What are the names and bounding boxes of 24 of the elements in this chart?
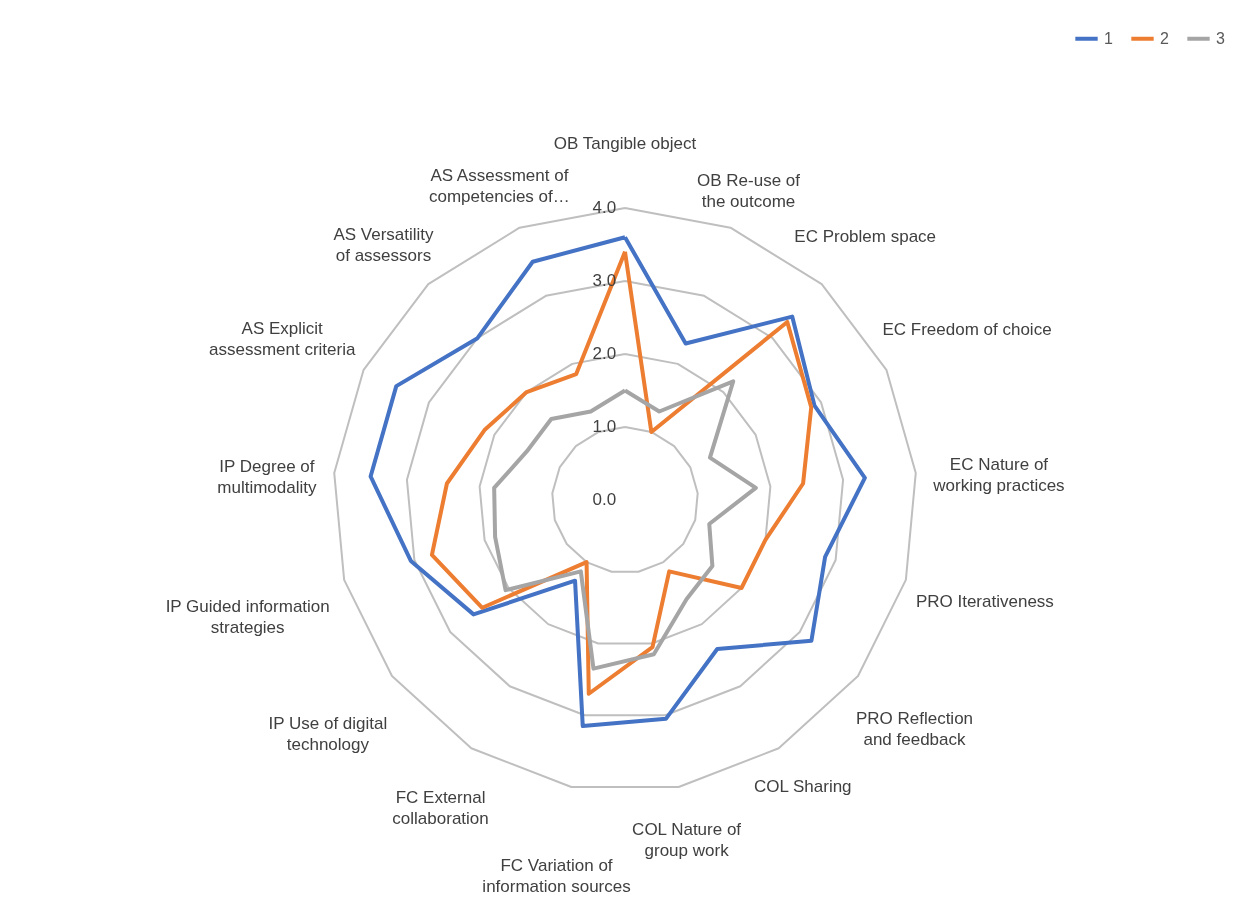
- spoke-label: PRO Iterativeness: [915, 592, 1054, 612]
- y-tick-label: 1.0: [592, 417, 617, 436]
- spoke-label: IP Degree of multimodality: [217, 456, 317, 497]
- spoke-label: IP Use of digital technology: [268, 714, 388, 755]
- spoke-label: EC Nature of working practices: [932, 455, 1065, 496]
- spoke-label: OB Re-use of the outcome: [697, 171, 801, 212]
- spoke-label: OB Tangible object: [553, 134, 697, 153]
- spoke-label: IP Guided information strategies: [165, 597, 330, 638]
- spoke-label: EC Freedom of choice: [882, 319, 1052, 339]
- spoke-label: EC Problem space: [794, 226, 937, 246]
- legend-label: 2: [1160, 29, 1169, 47]
- y-tick-label: 2.0: [592, 344, 617, 363]
- spoke-label: AS Assessment of competencies of…: [428, 165, 570, 206]
- spoke-label: AS Explicit assessment criteria: [208, 319, 356, 360]
- spoke-label: PRO Reflection and feedback: [855, 708, 974, 749]
- spoke-label: COL Nature of group work: [632, 819, 742, 860]
- spoke-label: FC External collaboration: [392, 787, 489, 828]
- spoke-label: FC Variation of information sources: [482, 856, 631, 897]
- legend-label: 1: [1104, 29, 1113, 47]
- y-tick-label: 4.0: [592, 198, 617, 217]
- legend-label: 3: [1216, 29, 1225, 47]
- y-tick-label: 0.0: [592, 490, 617, 509]
- spoke-label: COL Sharing: [753, 777, 852, 797]
- spoke-label: AS Versatility of assessors: [333, 225, 435, 266]
